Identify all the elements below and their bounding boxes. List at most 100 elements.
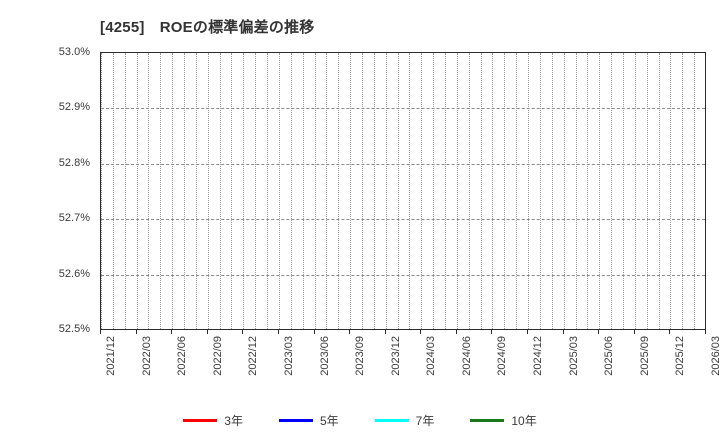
x-axis-tick-label: 2025/12 bbox=[674, 336, 687, 376]
gridline-vertical bbox=[528, 53, 530, 329]
legend-color-swatch bbox=[278, 418, 313, 422]
gridline-vertical bbox=[373, 53, 375, 329]
plot-grid bbox=[101, 53, 705, 329]
x-axis-tick-label: 2022/06 bbox=[176, 336, 189, 376]
gridline-vertical bbox=[231, 53, 233, 329]
x-axis-tick-mark bbox=[313, 330, 315, 334]
gridline-vertical bbox=[468, 53, 470, 329]
chart-title: [4255] ROEの標準偏差の推移 bbox=[100, 19, 315, 36]
chart-legend: 3年 5年 7年 10年 bbox=[0, 408, 720, 432]
gridline-vertical bbox=[255, 53, 257, 329]
x-axis-tick-mark bbox=[598, 330, 600, 334]
x-axis-tick-mark bbox=[242, 330, 244, 334]
x-axis-tick-mark bbox=[384, 330, 386, 334]
x-axis-tick-mark bbox=[171, 330, 173, 334]
gridline-vertical bbox=[456, 53, 458, 329]
gridline-vertical bbox=[658, 53, 660, 329]
x-axis-tick-label: 2026/03 bbox=[710, 336, 720, 376]
x-axis-tick-label: 2024/06 bbox=[460, 336, 473, 376]
x-axis-tick-label: 2024/09 bbox=[496, 336, 509, 376]
legend-label: 3年 bbox=[224, 413, 243, 428]
gridline-vertical bbox=[314, 53, 316, 329]
gridline-vertical bbox=[350, 53, 352, 329]
gridline-vertical bbox=[421, 53, 423, 329]
x-axis-tick-label: 2023/12 bbox=[389, 336, 402, 376]
gridline-vertical bbox=[445, 53, 447, 329]
legend-item[interactable]: 5年 bbox=[278, 412, 339, 429]
legend-label: 7年 bbox=[415, 413, 435, 428]
gridline-vertical bbox=[587, 53, 589, 329]
gridline-horizontal bbox=[101, 108, 705, 110]
legend-label: 10年 bbox=[511, 413, 537, 428]
y-axis-tick-label: 52.6% bbox=[58, 267, 90, 280]
x-axis-tick-mark bbox=[100, 330, 101, 334]
gridline-vertical bbox=[516, 53, 518, 329]
x-axis-tick-mark bbox=[562, 330, 564, 334]
x-axis-tick-mark bbox=[527, 330, 529, 334]
x-axis-tick-label: 2024/03 bbox=[425, 336, 438, 376]
legend-item[interactable]: 3年 bbox=[183, 412, 243, 429]
x-axis-tick-label: 2025/06 bbox=[603, 336, 616, 376]
y-axis-tick-label: 52.9% bbox=[58, 101, 90, 114]
gridline-vertical bbox=[670, 53, 672, 329]
gridline-vertical bbox=[101, 53, 102, 329]
x-axis-tick-mark bbox=[669, 330, 671, 334]
gridline-horizontal bbox=[101, 219, 705, 221]
gridline-vertical bbox=[243, 53, 245, 329]
x-axis-tick-mark bbox=[455, 330, 457, 334]
x-axis-tick-mark bbox=[135, 330, 137, 334]
gridline-vertical bbox=[326, 53, 328, 329]
y-axis-tick-label: 52.8% bbox=[58, 156, 90, 169]
gridline-vertical bbox=[622, 53, 624, 329]
gridline-vertical bbox=[136, 53, 138, 329]
y-axis-tick-label: 52.5% bbox=[58, 323, 90, 335]
x-axis-tick-label: 2021/12 bbox=[105, 336, 117, 376]
gridline-vertical bbox=[409, 53, 411, 329]
gridline-vertical bbox=[302, 53, 304, 329]
gridline-vertical bbox=[634, 53, 636, 329]
x-axis-tick-label: 2025/09 bbox=[638, 336, 651, 376]
legend-item[interactable]: 10年 bbox=[470, 412, 537, 429]
gridline-vertical bbox=[112, 53, 114, 329]
x-axis-tick-label: 2022/03 bbox=[140, 336, 153, 376]
gridline-vertical bbox=[504, 53, 506, 329]
gridline-vertical bbox=[492, 53, 494, 329]
y-axis-tick-label: 53.0% bbox=[58, 46, 90, 58]
gridline-vertical bbox=[611, 53, 613, 329]
x-axis-tick-mark bbox=[349, 330, 351, 334]
gridline-vertical bbox=[184, 53, 186, 329]
legend-color-swatch bbox=[374, 418, 409, 422]
x-axis-tick-mark bbox=[705, 330, 706, 334]
gridline-vertical bbox=[160, 53, 162, 329]
gridline-vertical bbox=[433, 53, 435, 329]
x-axis-tick-label: 2023/06 bbox=[318, 336, 331, 376]
y-axis-tick-label: 52.7% bbox=[58, 212, 90, 225]
x-axis-tick-label: 2022/09 bbox=[211, 336, 224, 376]
x-axis-tick-label: 2023/03 bbox=[282, 336, 295, 376]
x-axis-tick-label: 2024/12 bbox=[532, 336, 545, 376]
gridline-vertical bbox=[195, 53, 197, 329]
legend-color-swatch bbox=[470, 418, 505, 422]
x-axis-tick-mark bbox=[277, 330, 279, 334]
gridline-vertical bbox=[397, 53, 399, 329]
x-axis-tick-mark bbox=[420, 330, 422, 334]
gridline-vertical bbox=[551, 53, 553, 329]
gridline-vertical bbox=[338, 53, 340, 329]
x-axis-tick-label: 2022/12 bbox=[247, 336, 260, 376]
x-axis-tick-label: 2025/03 bbox=[567, 336, 580, 376]
legend-color-swatch bbox=[183, 418, 218, 422]
gridline-vertical bbox=[172, 53, 174, 329]
x-axis-tick-mark bbox=[491, 330, 493, 334]
x-axis-tick-mark bbox=[206, 330, 208, 334]
gridline-horizontal bbox=[101, 163, 705, 165]
gridline-vertical bbox=[539, 53, 541, 329]
gridline-vertical bbox=[599, 53, 601, 329]
legend-label: 5年 bbox=[319, 413, 339, 428]
gridline-vertical bbox=[563, 53, 565, 329]
gridline-vertical bbox=[290, 53, 292, 329]
gridline-vertical bbox=[385, 53, 387, 329]
gridline-vertical bbox=[575, 53, 577, 329]
legend-item[interactable]: 7年 bbox=[374, 412, 435, 429]
gridline-vertical bbox=[361, 53, 363, 329]
